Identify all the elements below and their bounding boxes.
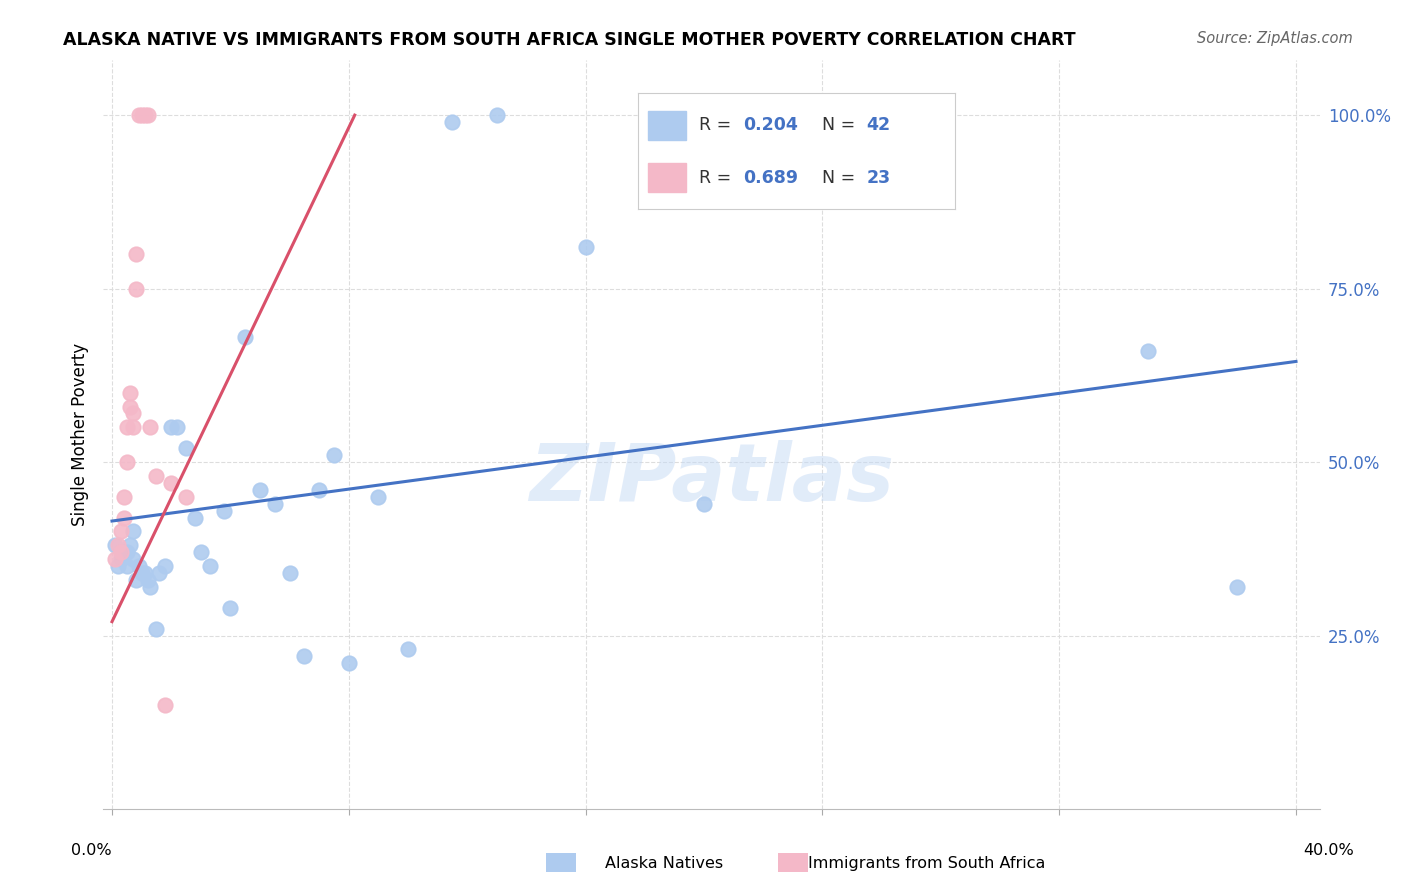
Point <box>121 524 143 539</box>
Point <box>249 483 271 497</box>
Point <box>128 559 150 574</box>
Point <box>115 455 138 469</box>
Point <box>575 240 598 254</box>
Point <box>125 247 148 261</box>
Point <box>136 108 159 122</box>
Point <box>308 483 330 497</box>
Point <box>263 497 285 511</box>
Point <box>115 545 138 559</box>
Point <box>121 420 143 434</box>
Point <box>118 400 141 414</box>
Point <box>112 545 135 559</box>
Point <box>441 115 464 129</box>
Point <box>190 545 212 559</box>
Point <box>115 559 138 574</box>
Point <box>396 642 419 657</box>
Point <box>131 108 153 122</box>
Text: Alaska Natives: Alaska Natives <box>605 856 723 871</box>
Point <box>139 580 162 594</box>
Point <box>134 108 156 122</box>
Point <box>166 420 188 434</box>
Point <box>128 108 150 122</box>
Point <box>367 490 389 504</box>
Point <box>125 573 148 587</box>
Point <box>337 657 360 671</box>
Point <box>118 538 141 552</box>
Point <box>219 600 242 615</box>
Point <box>323 448 346 462</box>
Point <box>107 559 129 574</box>
Point <box>693 497 716 511</box>
Point <box>174 490 197 504</box>
Point <box>278 566 301 580</box>
Point <box>1136 344 1159 359</box>
Text: ALASKA NATIVE VS IMMIGRANTS FROM SOUTH AFRICA SINGLE MOTHER POVERTY CORRELATION : ALASKA NATIVE VS IMMIGRANTS FROM SOUTH A… <box>63 31 1076 49</box>
Point <box>145 469 167 483</box>
Point <box>134 566 156 580</box>
Point <box>294 649 316 664</box>
Point <box>155 559 177 574</box>
Point <box>139 420 162 434</box>
Point <box>118 385 141 400</box>
Point <box>136 573 159 587</box>
Point <box>184 510 207 524</box>
Point <box>485 108 508 122</box>
Point <box>104 552 127 566</box>
Point <box>214 503 236 517</box>
Text: Immigrants from South Africa: Immigrants from South Africa <box>808 856 1046 871</box>
Point <box>145 622 167 636</box>
Point <box>160 475 183 490</box>
Point <box>110 545 132 559</box>
Point <box>107 538 129 552</box>
Point <box>121 552 143 566</box>
Point <box>233 330 256 344</box>
Point <box>198 559 221 574</box>
Point <box>174 441 197 455</box>
Text: 0.0%: 0.0% <box>72 843 111 858</box>
Point <box>160 420 183 434</box>
Point <box>112 490 135 504</box>
Point <box>131 566 153 580</box>
Point <box>1226 580 1249 594</box>
Point <box>112 510 135 524</box>
Point <box>110 524 132 539</box>
Point <box>104 538 127 552</box>
Point <box>148 566 170 580</box>
Text: Source: ZipAtlas.com: Source: ZipAtlas.com <box>1197 31 1353 46</box>
Point <box>125 282 148 296</box>
Point <box>121 407 143 421</box>
Point <box>115 420 138 434</box>
Text: ZIPatlas: ZIPatlas <box>529 441 894 518</box>
Text: 40.0%: 40.0% <box>1303 843 1354 858</box>
Point <box>110 552 132 566</box>
Point <box>155 698 177 712</box>
Y-axis label: Single Mother Poverty: Single Mother Poverty <box>72 343 89 526</box>
